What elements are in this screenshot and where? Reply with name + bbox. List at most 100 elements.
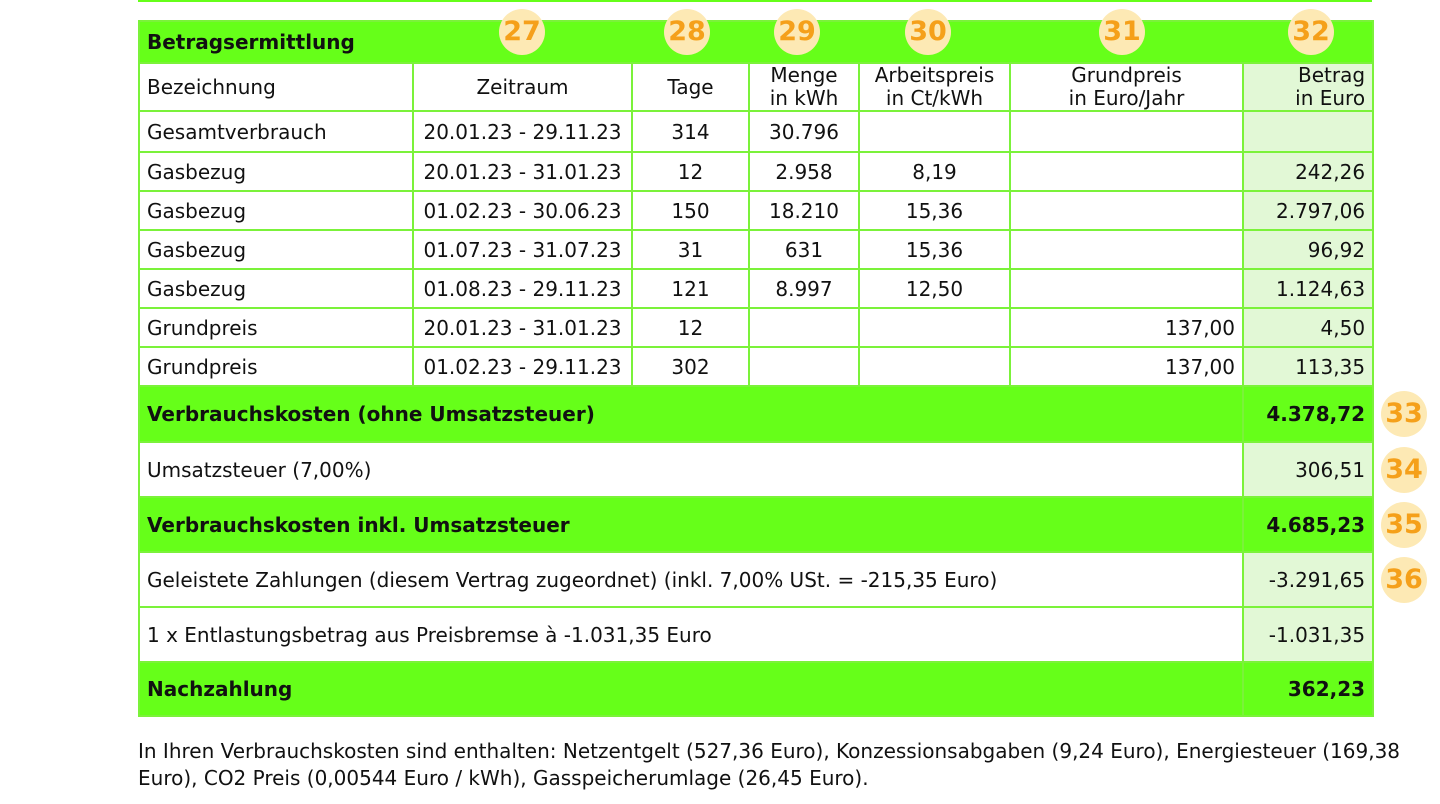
cell-menge: 30.796 <box>748 110 860 153</box>
summary-label: Nachzahlung <box>138 661 1244 717</box>
cell-arbeitspreis: 15,36 <box>858 190 1011 231</box>
cell-arbeitspreis: 15,36 <box>858 229 1011 270</box>
cell-grundpreis <box>1009 268 1244 309</box>
row-badge: 34 <box>1381 447 1427 493</box>
cell-arbeitspreis <box>858 307 1011 348</box>
cell-grundpreis: 137,00 <box>1009 307 1244 348</box>
cell-tage: 12 <box>631 307 750 348</box>
cell-grundpreis <box>1009 190 1244 231</box>
header-zeitraum: Zeitraum <box>412 62 633 112</box>
header-betrag-line1: Betrag <box>1298 63 1366 87</box>
cell-zeitraum: 01.02.23 - 30.06.23 <box>412 190 633 231</box>
summary-row: Geleistete Zahlungen (diesem Vertrag zug… <box>138 551 1375 608</box>
summary-row: Verbrauchskosten inkl. Umsatzsteuer 4.685… <box>138 496 1375 553</box>
cell-menge: 8.997 <box>748 268 860 309</box>
cell-zeitraum: 20.01.23 - 31.01.23 <box>412 151 633 192</box>
cell-bezeichnung: Grundpreis <box>138 346 414 387</box>
header-bezeichnung: Bezeichnung <box>138 62 414 112</box>
header-menge: Menge in kWh <box>748 62 860 112</box>
table-row: Gesamtverbrauch 20.01.23 - 29.11.23 314 30.… <box>138 110 1375 153</box>
summary-value: -3.291,65 <box>1241 551 1375 608</box>
table-row: Gasbezug 01.07.23 - 31.07.23 31 631 15,36 96,… <box>138 229 1375 270</box>
cell-betrag: 96,92 <box>1241 229 1375 270</box>
header-menge-line1: Menge <box>770 63 838 87</box>
cell-zeitraum: 20.01.23 - 31.01.23 <box>412 307 633 348</box>
row-badge: 35 <box>1381 502 1427 548</box>
table-row: Grundpreis 01.02.23 - 29.11.23 302 137,00 11… <box>138 346 1375 387</box>
row-badge: 36 <box>1381 557 1427 603</box>
cell-bezeichnung: Gasbezug <box>138 229 414 270</box>
header-grundpreis-line1: Grundpreis <box>1071 63 1182 87</box>
header-betrag-line2: in Euro <box>1295 86 1366 110</box>
cell-tage: 302 <box>631 346 750 387</box>
cell-menge: 18.210 <box>748 190 860 231</box>
summary-label: Verbrauchskosten inkl. Umsatzsteuer <box>138 496 1244 553</box>
cell-arbeitspreis: 12,50 <box>858 268 1011 309</box>
table-title: Betragsermittlung <box>137 20 1375 64</box>
table-row: Grundpreis 20.01.23 - 31.01.23 12 137,00 4,5… <box>138 307 1375 348</box>
summary-value: 4.378,72 <box>1241 385 1375 443</box>
summary-row: Verbrauchskosten (ohne Umsatzsteuer) 4.37… <box>138 385 1375 443</box>
summary-label: 1 x Entlastungsbetrag aus Preisbremse à … <box>138 606 1244 663</box>
cell-tage: 314 <box>631 110 750 153</box>
header-menge-line2: in kWh <box>769 86 839 110</box>
cell-bezeichnung: Grundpreis <box>138 307 414 348</box>
table-row: Gasbezug 01.08.23 - 29.11.23 121 8.997 12,50… <box>138 268 1375 309</box>
summary-label: Verbrauchskosten (ohne Umsatzsteuer) <box>138 385 1244 443</box>
cell-tage: 121 <box>631 268 750 309</box>
summary-label: Umsatzsteuer (7,00%) <box>138 441 1244 498</box>
cell-tage: 12 <box>631 151 750 192</box>
cell-grundpreis: 137,00 <box>1009 346 1244 387</box>
cell-menge <box>748 307 860 348</box>
cell-bezeichnung: Gesamtverbrauch <box>138 110 414 153</box>
header-tage: Tage <box>631 62 750 112</box>
bill-table: Betragsermittlung Bezeichnung Zeitraum T… <box>137 20 1375 717</box>
cell-betrag: 113,35 <box>1241 346 1375 387</box>
cell-betrag <box>1241 110 1375 153</box>
header-grundpreis-line2: in Euro/Jahr <box>1068 86 1185 110</box>
cell-bezeichnung: Gasbezug <box>138 151 414 192</box>
cell-menge: 2.958 <box>748 151 860 192</box>
cell-grundpreis <box>1009 151 1244 192</box>
cell-grundpreis <box>1009 110 1244 153</box>
summary-value: -1.031,35 <box>1241 606 1375 663</box>
cell-menge <box>748 346 860 387</box>
cell-betrag: 2.797,06 <box>1241 190 1375 231</box>
summary-value: 306,51 <box>1241 441 1375 498</box>
bill-table-wrapper: Betragsermittlung Bezeichnung Zeitraum T… <box>137 20 1375 717</box>
cell-betrag: 242,26 <box>1241 151 1375 192</box>
top-divider <box>138 0 1372 2</box>
row-badge: 33 <box>1381 391 1427 437</box>
table-title-row: Betragsermittlung <box>137 20 1375 64</box>
cell-zeitraum: 20.01.23 - 29.11.23 <box>412 110 633 153</box>
header-arbeitspreis-line1: Arbeitspreis <box>874 63 995 87</box>
cell-grundpreis <box>1009 229 1244 270</box>
footnote: In Ihren Verbrauchskosten sind enthalten… <box>138 739 1401 790</box>
header-arbeitspreis: Arbeitspreis in Ct/kWh <box>858 62 1011 112</box>
cell-arbeitspreis <box>858 346 1011 387</box>
cell-menge: 631 <box>748 229 860 270</box>
cell-bezeichnung: Gasbezug <box>138 268 414 309</box>
cell-arbeitspreis: 8,19 <box>858 151 1011 192</box>
cell-tage: 150 <box>631 190 750 231</box>
cell-betrag: 1.124,63 <box>1241 268 1375 309</box>
table-row: Gasbezug 01.02.23 - 30.06.23 150 18.210 15,3… <box>138 190 1375 231</box>
cell-tage: 31 <box>631 229 750 270</box>
cell-betrag: 4,50 <box>1241 307 1375 348</box>
summary-row: 1 x Entlastungsbetrag aus Preisbremse à … <box>138 606 1375 663</box>
table-header-row: Bezeichnung Zeitraum Tage Menge in kWh Ar… <box>138 62 1375 112</box>
summary-value: 362,23 <box>1241 661 1375 717</box>
cell-arbeitspreis <box>858 110 1011 153</box>
header-arbeitspreis-line2: in Ct/kWh <box>885 86 984 110</box>
summary-value: 4.685,23 <box>1241 496 1375 553</box>
table-row: Gasbezug 20.01.23 - 31.01.23 12 2.958 8,19 24… <box>138 151 1375 192</box>
cell-zeitraum: 01.08.23 - 29.11.23 <box>412 268 633 309</box>
header-betrag: Betrag in Euro <box>1241 62 1375 112</box>
header-grundpreis: Grundpreis in Euro/Jahr <box>1009 62 1244 112</box>
cell-bezeichnung: Gasbezug <box>138 190 414 231</box>
summary-row: Nachzahlung 362,23 <box>138 661 1375 717</box>
summary-label: Geleistete Zahlungen (diesem Vertrag zug… <box>138 551 1244 608</box>
cell-zeitraum: 01.07.23 - 31.07.23 <box>412 229 633 270</box>
cell-zeitraum: 01.02.23 - 29.11.23 <box>412 346 633 387</box>
summary-row: Umsatzsteuer (7,00%) 306,51 <box>138 441 1375 498</box>
